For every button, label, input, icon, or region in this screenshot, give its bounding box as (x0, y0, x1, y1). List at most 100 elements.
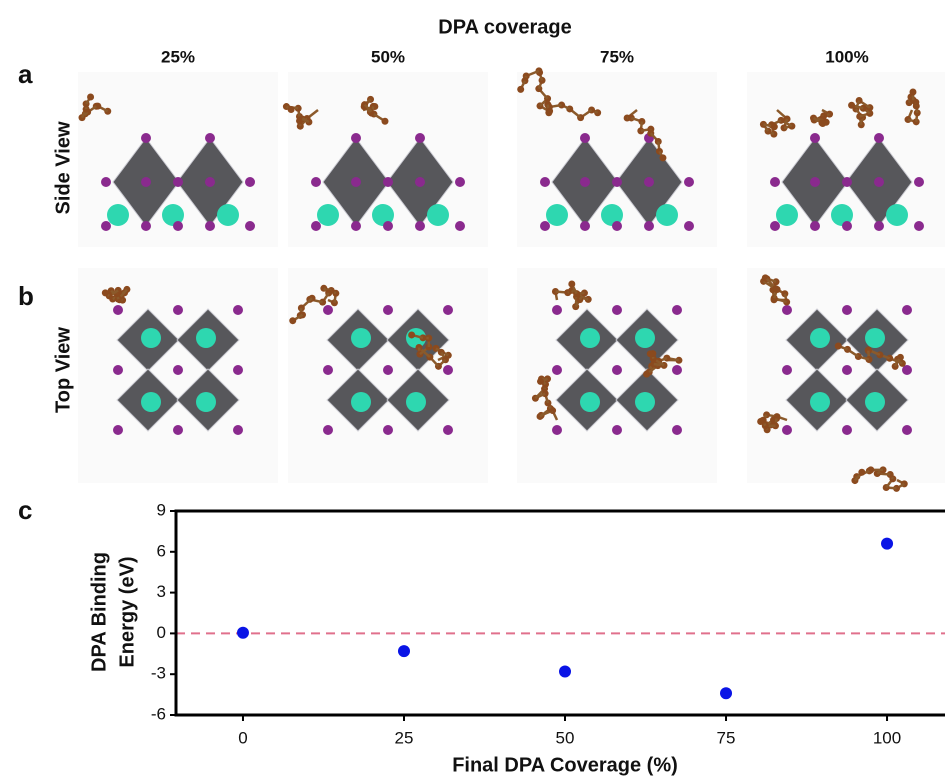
atom (317, 204, 339, 226)
atom (351, 392, 371, 412)
y-tick-label: -3 (151, 664, 166, 683)
atom (858, 469, 865, 476)
atom (245, 221, 255, 231)
atom (552, 365, 562, 375)
atom (455, 221, 465, 231)
atom (546, 108, 553, 115)
atom (311, 177, 321, 187)
row-label: Side View (52, 121, 74, 214)
atom (173, 425, 183, 435)
image-frame (78, 268, 278, 483)
atom (443, 365, 453, 375)
atom (612, 177, 622, 187)
atom (540, 221, 550, 231)
atom (427, 204, 449, 226)
atom (233, 425, 243, 435)
atom (914, 221, 924, 231)
atom (351, 133, 361, 143)
atom (644, 177, 654, 187)
atom (656, 204, 678, 226)
row-label: Top View (52, 327, 74, 413)
x-tick-label: 0 (238, 728, 247, 747)
point (720, 687, 732, 699)
atom (383, 305, 393, 315)
atom (842, 177, 852, 187)
point (559, 665, 571, 677)
atom (383, 221, 393, 231)
atom (107, 204, 129, 226)
atom (443, 305, 453, 315)
column-label: 100% (825, 47, 868, 66)
atom (113, 305, 123, 315)
atom (580, 177, 590, 187)
atom (874, 133, 884, 143)
atom (635, 328, 655, 348)
atom (644, 221, 654, 231)
atom (865, 392, 885, 412)
atom (351, 328, 371, 348)
atom (672, 425, 682, 435)
atom (245, 177, 255, 187)
atom (842, 305, 852, 315)
atom (771, 123, 778, 130)
atom (101, 221, 111, 231)
atom (406, 392, 426, 412)
atom (289, 317, 296, 324)
atom (415, 133, 425, 143)
atom (323, 305, 333, 315)
atom (381, 118, 388, 125)
atom (408, 331, 415, 338)
atom (774, 286, 781, 293)
atom (760, 417, 767, 424)
panel-letter: c (18, 495, 32, 525)
atom (672, 365, 682, 375)
atom (415, 221, 425, 231)
atom (443, 425, 453, 435)
atom (659, 154, 666, 161)
atom (196, 328, 216, 348)
atom (101, 177, 111, 187)
atom (540, 177, 550, 187)
atom (311, 221, 321, 231)
x-axis-label: Final DPA Coverage (%) (452, 754, 678, 776)
atom (635, 392, 655, 412)
panel-letter: b (18, 281, 34, 311)
atom (842, 425, 852, 435)
atom (580, 133, 590, 143)
atom (810, 177, 820, 187)
atom (323, 425, 333, 435)
atom (580, 392, 600, 412)
atom (455, 177, 465, 187)
y-axis-label: Energy (eV) (116, 556, 138, 667)
atom (205, 133, 215, 143)
column-label: 50% (371, 47, 405, 66)
y-tick-label: 6 (157, 541, 166, 560)
point (881, 538, 893, 550)
atom (552, 425, 562, 435)
column-label: 25% (161, 47, 195, 66)
atom (233, 365, 243, 375)
atom (173, 221, 183, 231)
atom (874, 177, 884, 187)
atom (568, 281, 575, 288)
atom (552, 305, 562, 315)
atom (612, 425, 622, 435)
axis-frame (176, 511, 945, 715)
x-tick-label: 75 (717, 728, 736, 747)
atom (672, 305, 682, 315)
atom (383, 177, 393, 187)
atom (580, 221, 590, 231)
atom (141, 177, 151, 187)
atom (782, 425, 792, 435)
atom (909, 89, 916, 96)
atom (647, 350, 654, 357)
atom (776, 204, 798, 226)
atom (902, 425, 912, 435)
atom (810, 133, 820, 143)
atom (612, 221, 622, 231)
x-tick-label: 25 (395, 728, 414, 747)
atom (141, 221, 151, 231)
atom (848, 102, 855, 109)
atom (141, 392, 161, 412)
atom (173, 177, 183, 187)
